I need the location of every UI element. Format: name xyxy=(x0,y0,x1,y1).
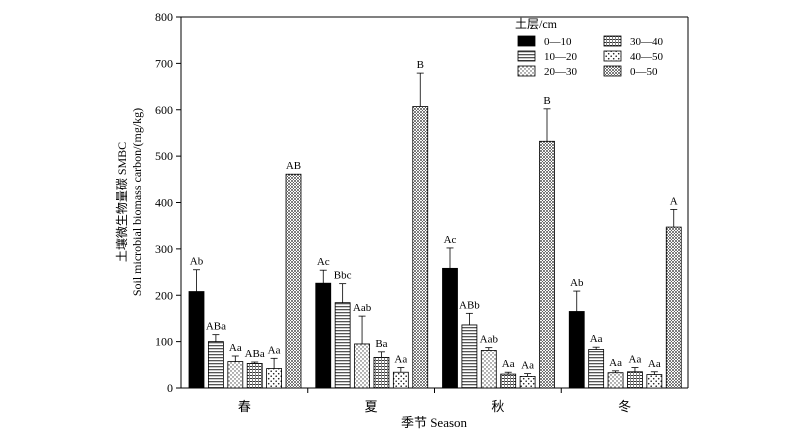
bar xyxy=(266,368,283,389)
bar-significance-label: Aa xyxy=(394,354,407,366)
bar xyxy=(480,350,497,389)
legend-label: 0—50 xyxy=(630,66,658,78)
bar xyxy=(207,341,224,389)
legend-swatch xyxy=(603,50,622,62)
bar-significance-label: Aa xyxy=(648,358,661,370)
bar-significance-label: Aab xyxy=(353,302,372,314)
y-tick-label: 200 xyxy=(155,288,173,302)
bar-significance-label: Aab xyxy=(480,334,499,346)
bar xyxy=(392,371,409,389)
bar-significance-label: Aa xyxy=(502,358,515,370)
bar-significance-label: ABa xyxy=(206,321,226,333)
legend-swatch xyxy=(517,35,536,47)
y-tick-label: 700 xyxy=(155,56,173,70)
bar xyxy=(227,361,244,389)
bar-significance-label: B xyxy=(417,59,424,71)
bar-significance-label: Bbc xyxy=(334,270,352,282)
bar xyxy=(607,372,624,389)
bar xyxy=(373,356,390,389)
legend-label: 40—50 xyxy=(630,51,664,63)
bar-significance-label: Aa xyxy=(609,357,622,369)
y-ticks: 0 100 200 300 400 500 600 700 800 xyxy=(155,10,181,395)
x-tick-label: 夏 xyxy=(365,399,378,414)
bar-significance-label: A xyxy=(670,195,678,207)
y-tick-label: 400 xyxy=(155,196,173,210)
x-tick-label: 冬 xyxy=(618,399,631,414)
bar xyxy=(354,343,370,389)
bar xyxy=(246,363,263,389)
bar xyxy=(188,291,205,389)
y-tick-label: 500 xyxy=(155,149,173,163)
legend-swatch xyxy=(517,65,536,77)
y-tick-label: 600 xyxy=(155,103,173,117)
bar-significance-label: Ac xyxy=(317,256,330,268)
x-axis-title: 季节 Season xyxy=(401,415,468,430)
y-axis-title-line1: 土壤微生物量碳 SMBC xyxy=(114,142,129,262)
bar xyxy=(665,226,682,389)
legend-label: 20—30 xyxy=(544,66,578,78)
bar xyxy=(500,373,517,389)
bar-significance-label: Aa xyxy=(229,342,242,354)
y-tick-label: 800 xyxy=(155,10,173,24)
bar-significance-label: AB xyxy=(286,160,301,172)
bar-significance-label: Aa xyxy=(521,360,534,372)
legend-swatch xyxy=(517,50,536,62)
bar-significance-label: ABa xyxy=(245,348,265,360)
bar xyxy=(315,282,332,389)
bar-significance-label: Aa xyxy=(590,333,603,345)
bar xyxy=(646,374,663,389)
bar-significance-label: Aa xyxy=(268,344,281,356)
legend-swatch xyxy=(603,35,622,47)
legend-label: 0—10 xyxy=(544,36,572,48)
bar-significance-label: Ab xyxy=(190,256,204,268)
bar xyxy=(285,173,302,389)
bar xyxy=(442,267,458,389)
bar xyxy=(588,349,605,389)
legend-title: 土层/cm xyxy=(515,17,558,31)
bar-significance-label: ABb xyxy=(459,299,480,311)
bar xyxy=(412,106,429,389)
y-axis-title: 土壤微生物量碳 SMBC Soil microbial biomass carb… xyxy=(114,108,144,296)
bar-significance-label: Ac xyxy=(444,234,457,246)
bar xyxy=(461,324,478,389)
legend: 土层/cm 0—10 10—20 20—30 30—40 40—50 0—50 xyxy=(515,17,664,78)
x-tick-label: 秋 xyxy=(491,399,504,414)
y-axis-title-line2: Soil microbial biomass carbon/(mg/kg) xyxy=(130,108,144,296)
y-tick-label: 100 xyxy=(155,335,173,349)
error-bars xyxy=(193,72,678,377)
bar xyxy=(334,302,351,389)
legend-swatch xyxy=(603,65,622,77)
bar-significance-label: Aa xyxy=(629,354,642,366)
bar-significance-label: B xyxy=(543,95,550,107)
bar-significance-label: Ab xyxy=(570,277,584,289)
bar xyxy=(568,311,585,389)
bar xyxy=(519,376,536,389)
x-tick-label: 春 xyxy=(238,399,251,414)
bar xyxy=(539,140,555,389)
legend-label: 10—20 xyxy=(544,51,578,63)
y-tick-label: 300 xyxy=(155,242,173,256)
y-tick-label: 0 xyxy=(167,381,173,395)
bars xyxy=(188,106,682,389)
x-ticks: 春夏秋冬 xyxy=(238,388,631,414)
bar xyxy=(627,371,643,389)
bar-significance-label: Ba xyxy=(375,338,387,350)
legend-label: 30—40 xyxy=(630,36,664,48)
